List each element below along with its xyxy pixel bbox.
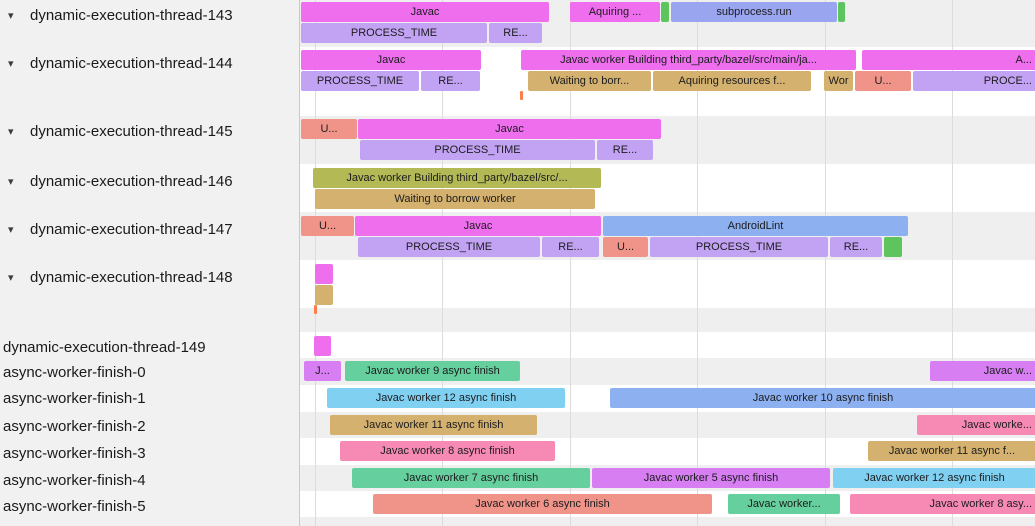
time-gridline bbox=[442, 0, 443, 526]
instant-event-marker[interactable] bbox=[314, 305, 317, 314]
collapse-triangle-icon[interactable]: ▾ bbox=[8, 9, 14, 22]
trace-slice[interactable]: AndroidLint bbox=[603, 216, 908, 236]
track-name: dynamic-execution-thread-149 bbox=[3, 338, 206, 356]
track-label[interactable]: ▾ dynamic-execution-thread-144 bbox=[0, 54, 299, 72]
track-name: async-worker-finish-1 bbox=[3, 389, 146, 407]
trace-slice[interactable]: Javac worke... bbox=[917, 415, 1035, 435]
track-row-background bbox=[300, 332, 1035, 358]
trace-slice[interactable]: PROCESS_TIME bbox=[650, 237, 828, 257]
trace-slice[interactable]: J... bbox=[304, 361, 341, 381]
trace-slice[interactable]: RE... bbox=[421, 71, 480, 91]
trace-slice[interactable]: Javac worker Building third_party/bazel/… bbox=[313, 168, 601, 188]
time-gridline bbox=[570, 0, 571, 526]
track-label[interactable]: async-worker-finish-4 bbox=[0, 471, 299, 489]
track-label[interactable]: async-worker-finish-2 bbox=[0, 417, 299, 435]
trace-slice[interactable]: Javac worker... bbox=[728, 494, 840, 514]
track-name-sidebar: ▾ dynamic-execution-thread-143 ▾ dynamic-ex… bbox=[0, 0, 300, 526]
trace-slice[interactable]: Javac worker 6 async finish bbox=[373, 494, 712, 514]
track-row-background bbox=[300, 260, 1035, 308]
track-name: dynamic-execution-thread-146 bbox=[30, 172, 233, 190]
trace-slice[interactable]: Javac worker 7 async finish bbox=[352, 468, 590, 488]
track-label[interactable]: ▾ dynamic-execution-thread-148 bbox=[0, 268, 299, 286]
collapse-triangle-icon[interactable]: ▾ bbox=[8, 125, 14, 138]
trace-slice[interactable]: A... bbox=[862, 50, 1035, 70]
track-name: async-worker-finish-0 bbox=[3, 363, 146, 381]
time-gridline bbox=[825, 0, 826, 526]
trace-slice[interactable]: Javac worker 10 async finish bbox=[610, 388, 1035, 408]
trace-slice[interactable]: Javac worker 12 async finish bbox=[327, 388, 565, 408]
trace-slice[interactable]: Javac bbox=[301, 2, 549, 22]
track-name: dynamic-execution-thread-144 bbox=[30, 54, 233, 72]
trace-slice[interactable]: RE... bbox=[542, 237, 599, 257]
collapse-triangle-icon[interactable]: ▾ bbox=[8, 223, 14, 236]
trace-slice[interactable]: Javac worker 11 async f... bbox=[868, 441, 1035, 461]
trace-slice[interactable]: Javac worker 8 async finish bbox=[340, 441, 555, 461]
trace-slice[interactable] bbox=[315, 285, 333, 305]
trace-slice[interactable]: RE... bbox=[830, 237, 882, 257]
track-label[interactable]: ▾ dynamic-execution-thread-145 bbox=[0, 122, 299, 140]
trace-slice[interactable] bbox=[661, 2, 669, 22]
trace-slice[interactable]: Waiting to borr... bbox=[528, 71, 651, 91]
track-name: dynamic-execution-thread-143 bbox=[30, 6, 233, 24]
trace-slice[interactable]: PROCESS_TIME bbox=[301, 71, 419, 91]
trace-slice[interactable]: Javac worker 11 async finish bbox=[330, 415, 537, 435]
trace-slice[interactable]: PROCESS_TIME bbox=[301, 23, 487, 43]
track-label[interactable]: async-worker-finish-0 bbox=[0, 363, 299, 381]
track-row-background bbox=[300, 308, 1035, 332]
trace-slice[interactable]: RE... bbox=[489, 23, 542, 43]
trace-slice[interactable]: U... bbox=[603, 237, 648, 257]
trace-slice[interactable] bbox=[884, 237, 902, 257]
trace-slice[interactable]: Aquiring resources f... bbox=[653, 71, 811, 91]
trace-slice[interactable]: U... bbox=[301, 119, 357, 139]
track-row-background bbox=[300, 517, 1035, 526]
track-name: async-worker-finish-5 bbox=[3, 497, 146, 515]
time-gridline bbox=[952, 0, 953, 526]
trace-slice[interactable]: Javac worker 12 async finish bbox=[833, 468, 1035, 488]
instant-event-marker[interactable] bbox=[520, 91, 523, 100]
trace-slice[interactable]: U... bbox=[301, 216, 354, 236]
trace-slice[interactable]: Javac bbox=[301, 50, 481, 70]
track-name: async-worker-finish-4 bbox=[3, 471, 146, 489]
collapse-triangle-icon[interactable]: ▾ bbox=[8, 175, 14, 188]
collapse-triangle-icon[interactable]: ▾ bbox=[8, 271, 14, 284]
trace-slice[interactable]: Javac w... bbox=[930, 361, 1035, 381]
track-label[interactable]: async-worker-finish-3 bbox=[0, 444, 299, 462]
track-label[interactable]: ▾ dynamic-execution-thread-143 bbox=[0, 6, 299, 24]
track-name: async-worker-finish-2 bbox=[3, 417, 146, 435]
trace-slice[interactable]: PROCE... bbox=[913, 71, 1035, 91]
track-name: dynamic-execution-thread-147 bbox=[30, 220, 233, 238]
trace-slice[interactable]: Wor bbox=[824, 71, 853, 91]
track-label[interactable]: dynamic-execution-thread-149 bbox=[0, 338, 299, 356]
track-label[interactable]: ▾ dynamic-execution-thread-146 bbox=[0, 172, 299, 190]
track-label[interactable]: async-worker-finish-1 bbox=[0, 389, 299, 407]
trace-slice[interactable] bbox=[315, 264, 333, 284]
trace-slice[interactable]: RE... bbox=[597, 140, 653, 160]
trace-slice[interactable]: Javac worker 8 asy... bbox=[850, 494, 1035, 514]
collapse-triangle-icon[interactable]: ▾ bbox=[8, 57, 14, 70]
trace-slice[interactable]: Javac bbox=[355, 216, 601, 236]
trace-slice[interactable]: Javac worker Building third_party/bazel/… bbox=[521, 50, 856, 70]
track-label[interactable]: async-worker-finish-5 bbox=[0, 497, 299, 515]
time-gridline bbox=[697, 0, 698, 526]
trace-slice[interactable]: U... bbox=[855, 71, 911, 91]
trace-slice[interactable]: Waiting to borrow worker bbox=[315, 189, 595, 209]
trace-slice[interactable] bbox=[314, 336, 331, 356]
trace-slice[interactable]: subprocess.run bbox=[671, 2, 837, 22]
track-label[interactable]: ▾ dynamic-execution-thread-147 bbox=[0, 220, 299, 238]
trace-slice[interactable]: PROCESS_TIME bbox=[360, 140, 595, 160]
track-name: dynamic-execution-thread-148 bbox=[30, 268, 233, 286]
track-name: async-worker-finish-3 bbox=[3, 444, 146, 462]
trace-slice[interactable]: Aquiring ... bbox=[570, 2, 660, 22]
trace-slice[interactable]: Javac worker 5 async finish bbox=[592, 468, 830, 488]
time-gridline bbox=[315, 0, 316, 526]
track-name: dynamic-execution-thread-145 bbox=[30, 122, 233, 140]
trace-slice[interactable]: PROCESS_TIME bbox=[358, 237, 540, 257]
trace-slice[interactable] bbox=[838, 2, 845, 22]
trace-slice[interactable]: Javac bbox=[358, 119, 661, 139]
trace-slice[interactable]: Javac worker 9 async finish bbox=[345, 361, 520, 381]
